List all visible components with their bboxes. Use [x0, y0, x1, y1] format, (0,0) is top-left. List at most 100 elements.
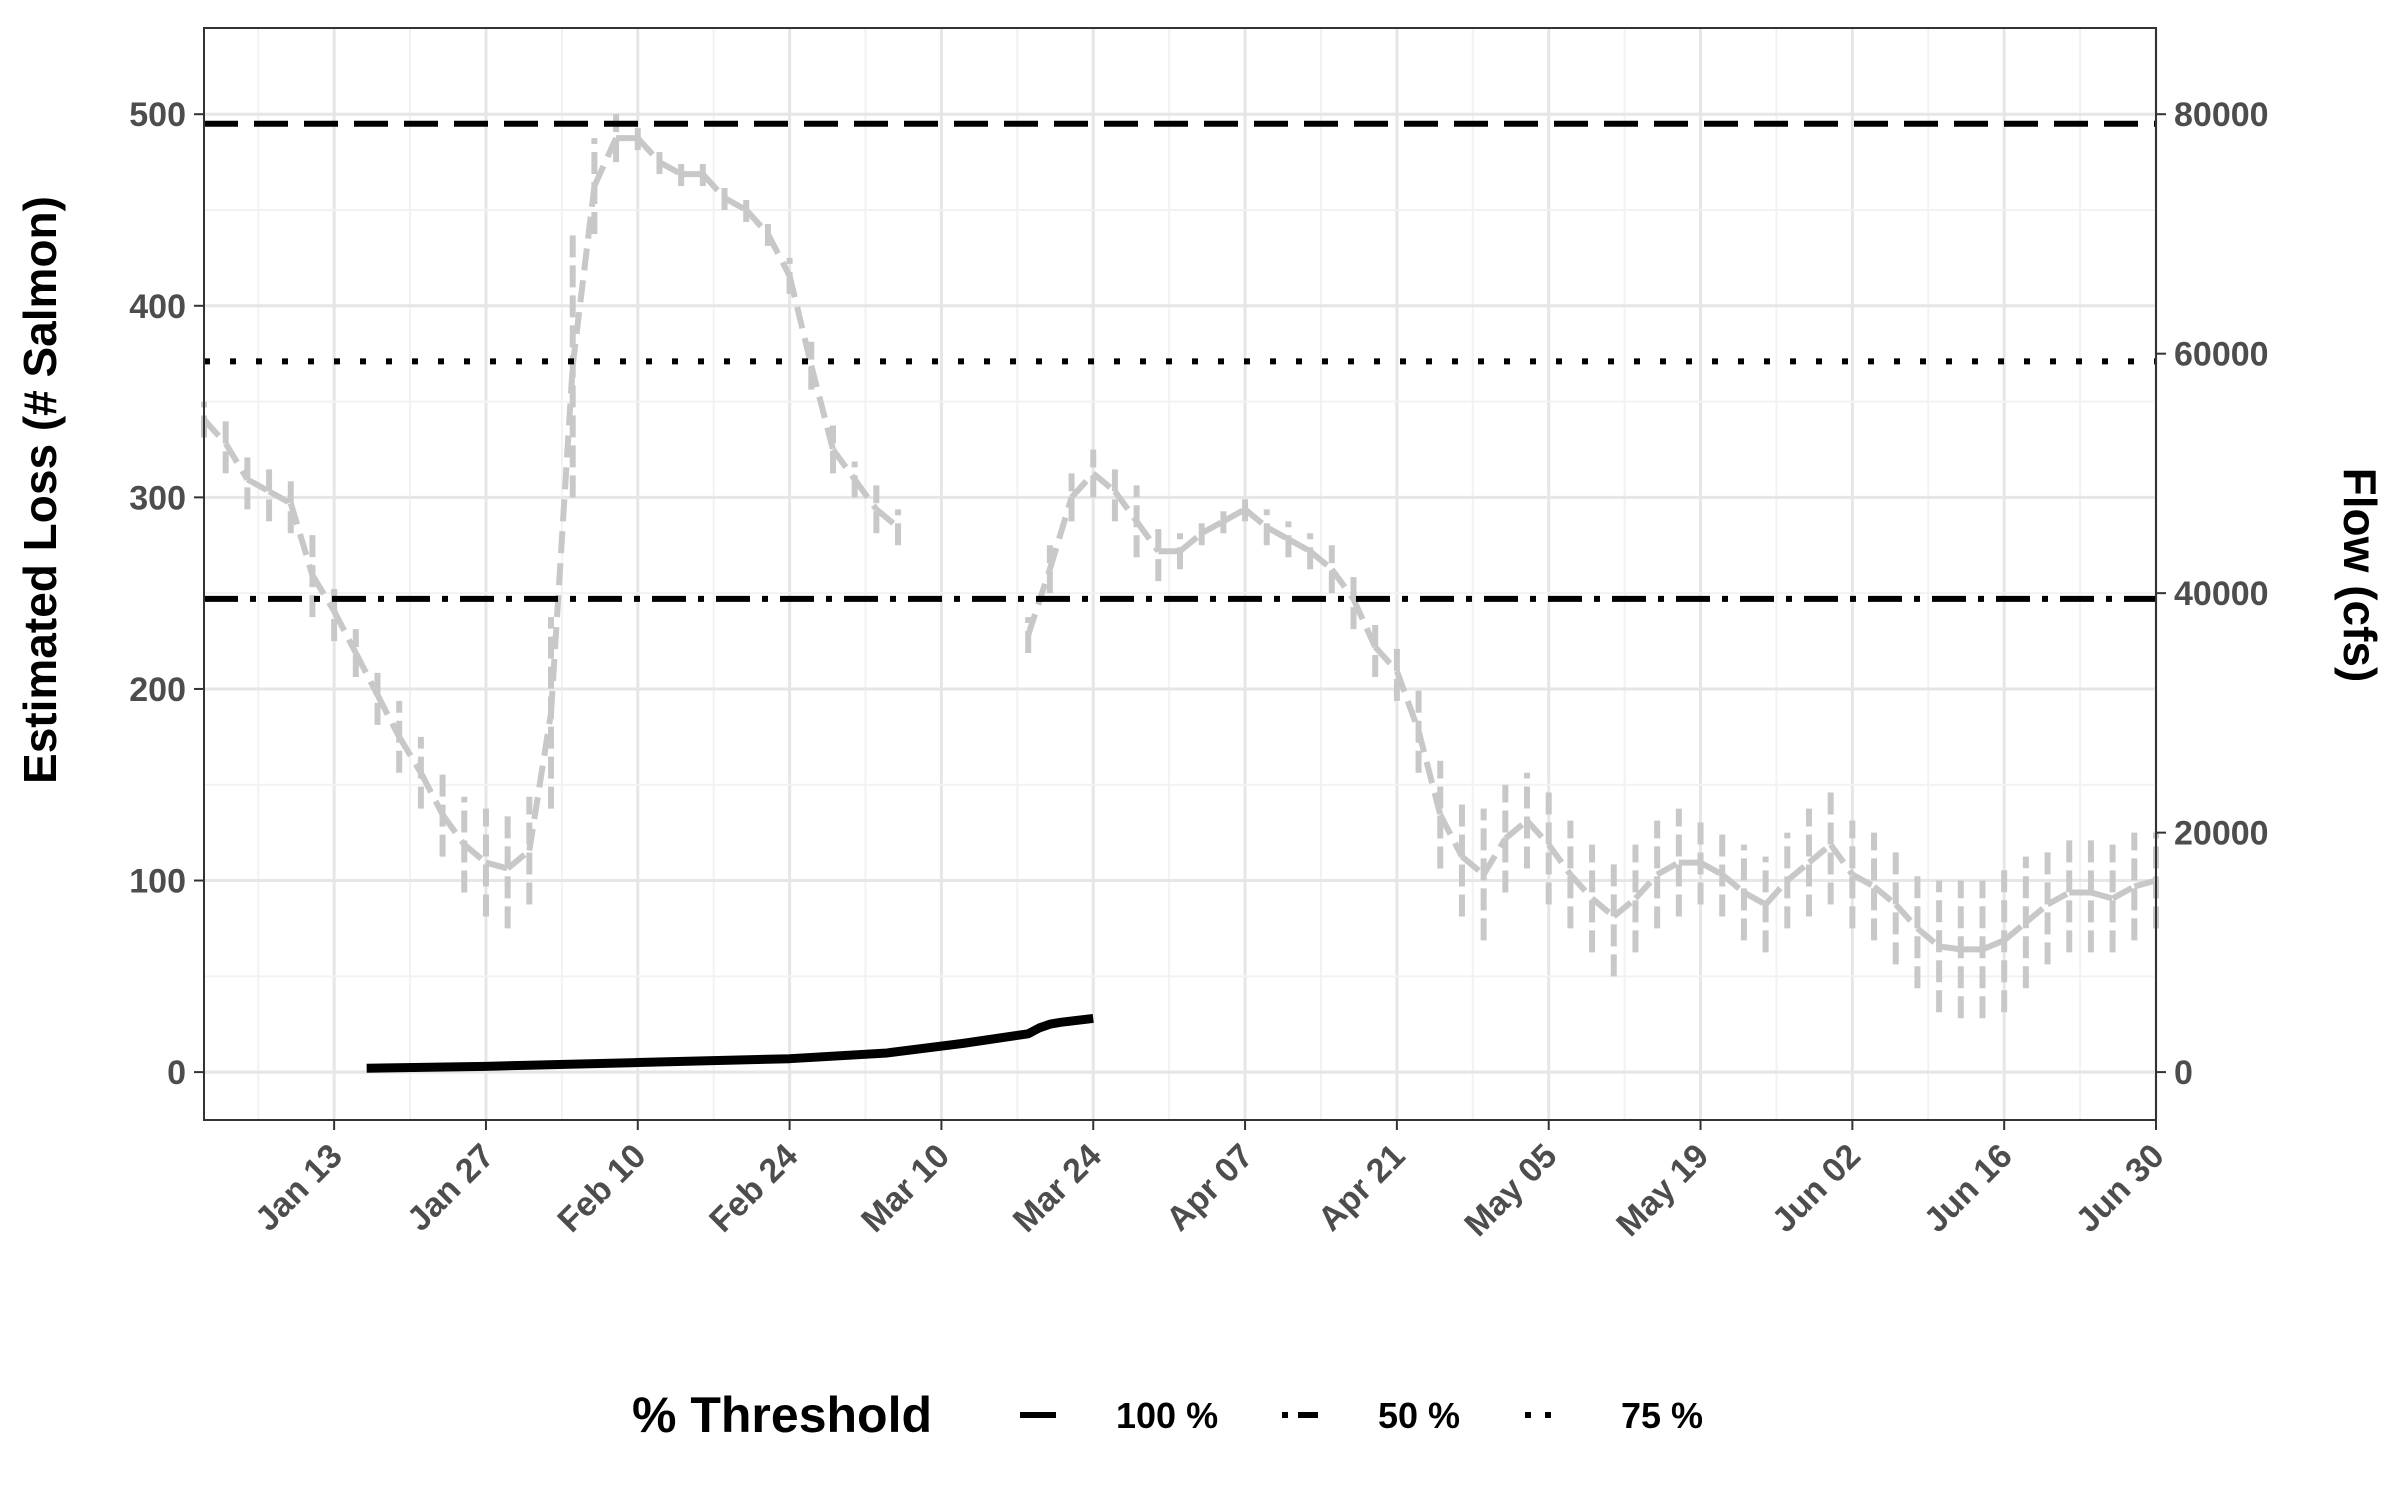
flow-link — [309, 573, 337, 613]
flow-link — [1742, 889, 1768, 908]
flow-link — [1633, 872, 1660, 901]
y2-tick-label: 80000 — [2174, 96, 2269, 134]
flow-link — [874, 507, 900, 530]
flow-link — [2111, 883, 2136, 902]
y2-tick-label: 60000 — [2174, 336, 2269, 374]
x-tick-label: Feb 24 — [702, 1137, 805, 1240]
x-tick-label: Jun 16 — [1917, 1137, 2020, 1240]
flow-link — [201, 417, 228, 446]
flow-link — [700, 172, 727, 201]
flow-link — [1590, 896, 1616, 919]
flow-link — [1200, 518, 1225, 536]
y-tick-label: 100 — [129, 863, 186, 901]
x-tick-label: Apr 07 — [1159, 1137, 1261, 1239]
flow-link — [635, 136, 662, 165]
y-tick-label: 400 — [129, 288, 186, 326]
flow-link — [1265, 524, 1290, 542]
flow-link — [1981, 937, 2006, 953]
flow-series — [201, 114, 2159, 1019]
flow-link — [1524, 818, 1551, 847]
flow-link — [505, 848, 532, 871]
flow-link — [1893, 902, 1920, 931]
flow-link — [1437, 813, 1465, 858]
y2-tick-label: 40000 — [2174, 575, 2269, 613]
flow-link — [1329, 567, 1356, 601]
flow-link — [1872, 884, 1898, 907]
x-tick-label: Jun 02 — [1765, 1137, 1868, 1240]
x-tick-label: Mar 24 — [1006, 1137, 1109, 1240]
flow-link — [830, 447, 858, 482]
x-tick-label: Mar 10 — [854, 1137, 957, 1240]
legend-label: 50 % — [1378, 1395, 1460, 1436]
flow-link — [2002, 920, 2028, 943]
flow-link — [267, 488, 293, 506]
flow-link — [1046, 496, 1075, 571]
y-tick-label: 0 — [167, 1054, 186, 1092]
flow-link — [2133, 877, 2157, 890]
flow-link — [1763, 878, 1790, 907]
flow-link — [462, 842, 488, 865]
flow-link — [374, 693, 402, 739]
flow-link — [1025, 568, 1053, 637]
legend-label: 75 % — [1621, 1395, 1703, 1436]
flow-link — [1243, 507, 1269, 530]
x-tick-label: Jun 30 — [2069, 1137, 2172, 1240]
flow-link — [2046, 889, 2071, 908]
flow-link — [1415, 730, 1444, 816]
flow-link — [1372, 645, 1400, 674]
flow-link — [526, 712, 554, 852]
flow-link — [1850, 871, 1876, 890]
flow-link — [1178, 530, 1204, 554]
x-tick-label: Apr 21 — [1311, 1137, 1413, 1239]
flow-link — [1546, 842, 1573, 877]
y2-tick-label: 20000 — [2174, 815, 2269, 853]
y-axis-left: 0 100 200 300 400 500 — [129, 96, 204, 1092]
flow-link — [591, 136, 619, 188]
flow-link — [569, 185, 598, 367]
flow-link — [1785, 860, 1811, 883]
flow-link — [1112, 489, 1140, 524]
flow-link — [786, 275, 815, 367]
flow-link — [396, 735, 424, 775]
flow-link — [1503, 818, 1529, 841]
flow-link — [808, 364, 836, 451]
flow-link — [1308, 548, 1334, 572]
flow-link — [418, 771, 446, 817]
flow-link — [852, 477, 879, 512]
y2-axis-title: Flow (cfs) — [2334, 468, 2386, 683]
flow-link — [1394, 669, 1422, 732]
flow-link — [743, 207, 771, 236]
flow-link — [1611, 896, 1638, 919]
legend: % Threshold 100 % 50 % 75 % — [632, 1387, 1703, 1443]
legend-label: 100 % — [1116, 1395, 1218, 1436]
y-axis-title: Estimated Loss (# Salmon) — [14, 196, 66, 784]
flow-link — [1655, 859, 1681, 878]
y-tick-label: 500 — [129, 96, 186, 134]
flow-link — [1720, 872, 1746, 895]
x-tick-label: May 05 — [1457, 1137, 1564, 1244]
x-axis: Jan 13 Jan 27 Feb 10 Feb 24 Mar 10 Mar 24 Apr … — [248, 1120, 2172, 1244]
cumulative-loss-series — [366, 1013, 1094, 1073]
flow-link — [287, 502, 316, 577]
flow-link — [1699, 859, 1724, 878]
flow-link — [1460, 854, 1486, 877]
flow-link — [1286, 536, 1312, 554]
flow-link — [1828, 842, 1855, 877]
flow-link — [658, 159, 683, 177]
threshold-lines — [204, 120, 2156, 602]
flow-link — [1221, 506, 1247, 524]
flow-link — [765, 232, 793, 278]
flow-link — [353, 651, 381, 697]
flow-link — [440, 812, 467, 847]
flow-link — [485, 859, 509, 872]
flow-link — [1350, 597, 1378, 649]
flow-link — [1134, 519, 1161, 554]
cumulative-loss-line — [366, 1013, 1094, 1073]
flow-link — [223, 441, 250, 481]
y2-tick-label: 0 — [2174, 1054, 2193, 1092]
flow-link — [2090, 889, 2114, 902]
flow-link — [1807, 842, 1833, 865]
grid — [204, 28, 2158, 1120]
x-tick-label: Jan 13 — [248, 1137, 350, 1239]
y-tick-label: 300 — [129, 479, 186, 517]
